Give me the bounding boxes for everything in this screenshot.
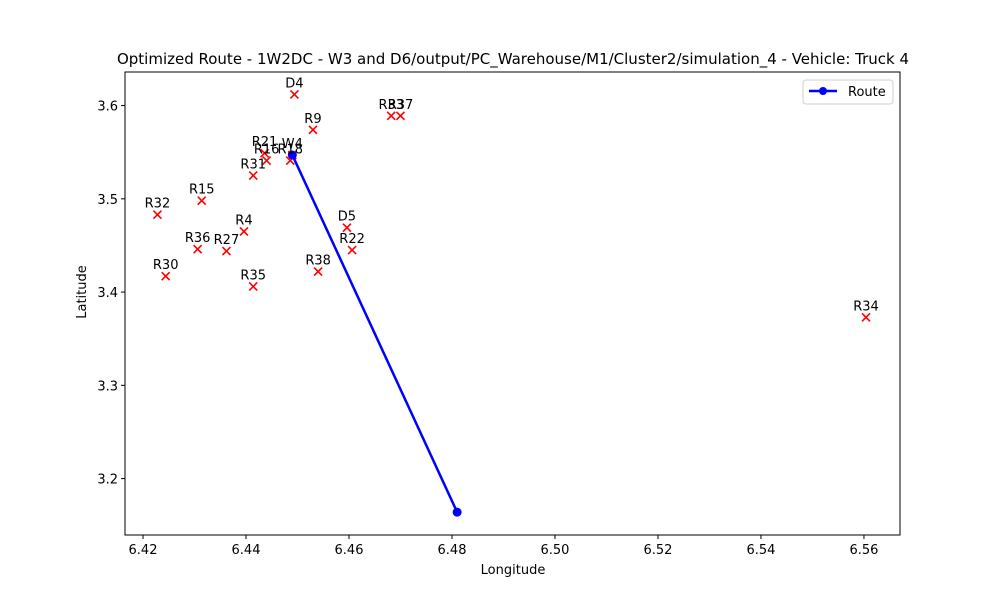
location-marker-d4 (289, 89, 299, 99)
y-tick-label: 3.5 (97, 193, 118, 208)
marker-stroke (262, 156, 272, 166)
x-axis-ticks: 6.42 6.44 6.46 6.48 6.50 6.52 6.54 6.56 (129, 535, 878, 558)
location-marker-r22 (347, 245, 357, 255)
marker-stroke (313, 266, 323, 277)
location-label-r30: R30 (153, 258, 179, 273)
location-label-w4: W4 (282, 137, 303, 152)
location-label-r31: R31 (240, 158, 266, 173)
location-label-d5: D5 (338, 210, 356, 225)
location-markers (152, 89, 871, 322)
x-axis-label: Longitude (481, 563, 546, 578)
location-marker-r16 (262, 156, 272, 166)
location-marker-r15 (197, 196, 207, 206)
location-marker-r34 (861, 312, 871, 322)
legend-route-marker (819, 87, 827, 95)
marker-stroke (248, 170, 258, 181)
x-tick-label: 6.48 (438, 543, 467, 558)
x-tick-label: 6.54 (746, 543, 775, 558)
location-label-r18: R18 (278, 143, 304, 158)
y-tick-label: 3.3 (97, 379, 118, 394)
route-line (291, 154, 459, 513)
location-marker-r36 (193, 244, 203, 254)
location-marker-d5 (342, 223, 352, 233)
location-marker-r33 (386, 111, 396, 121)
y-tick-label: 3.6 (97, 100, 118, 115)
location-label-r36: R36 (185, 231, 211, 246)
marker-stroke (308, 125, 318, 135)
marker-stroke (861, 312, 871, 322)
location-label-r33: R33 (378, 98, 404, 113)
x-tick-label: 6.42 (129, 543, 158, 558)
y-tick-label: 3.2 (97, 473, 118, 488)
route-line-group (287, 150, 462, 517)
marker-stroke (161, 271, 171, 281)
marker-stroke (152, 210, 163, 220)
x-tick-label: 6.50 (541, 543, 570, 558)
plot-area (124, 71, 901, 536)
location-marker-r38 (313, 266, 323, 277)
location-label-r37: R37 (388, 98, 414, 113)
route-point (452, 507, 462, 517)
location-label-r35: R35 (240, 268, 266, 283)
legend-route-label: Route (848, 85, 886, 100)
location-label-r32: R32 (145, 197, 171, 212)
x-tick-label: 6.52 (643, 543, 672, 558)
location-marker-r32 (152, 210, 163, 220)
location-marker-r31 (248, 170, 258, 181)
location-label-r16: R16 (254, 143, 280, 158)
marker-stroke (248, 281, 258, 292)
x-tick-label: 6.44 (232, 543, 261, 558)
axes-frame (124, 71, 901, 536)
marker-stroke (347, 245, 357, 255)
legend-box (802, 79, 894, 105)
location-marker-r21 (259, 148, 270, 158)
location-label-r4: R4 (235, 213, 252, 228)
marker-stroke (193, 244, 203, 254)
marker-stroke (259, 148, 270, 158)
location-label-r9: R9 (304, 112, 321, 127)
marker-stroke (386, 111, 396, 121)
chart-title: Optimized Route - 1W2DC - W3 and D6/outp… (117, 50, 909, 69)
location-label-r27: R27 (214, 233, 240, 248)
location-marker-r30 (161, 271, 171, 281)
location-label-r34: R34 (853, 299, 879, 314)
location-marker-r4 (239, 226, 249, 237)
location-label-r15: R15 (189, 183, 215, 198)
location-marker-r35 (248, 281, 258, 292)
route-point (287, 150, 297, 160)
location-label-r21: R21 (252, 135, 278, 150)
location-label-r22: R22 (339, 232, 365, 247)
y-axis-label: Latitude (75, 265, 90, 319)
location-marker-r27 (221, 246, 232, 256)
location-marker-r37 (395, 111, 406, 121)
marker-stroke (239, 226, 249, 237)
marker-stroke (221, 246, 232, 256)
marker-stroke (395, 111, 406, 121)
y-tick-label: 3.4 (97, 286, 118, 301)
location-label-r38: R38 (305, 254, 331, 269)
location-label-d4: D4 (285, 76, 303, 91)
marker-stroke (197, 196, 207, 206)
marker-stroke (289, 89, 299, 99)
x-tick-label: 6.46 (335, 543, 364, 558)
x-tick-label: 6.56 (849, 543, 878, 558)
legend: Route (802, 79, 894, 105)
location-marker-r9 (308, 125, 318, 135)
marker-stroke (342, 223, 352, 233)
y-axis-ticks: 3.2 3.3 3.4 3.5 3.6 (97, 100, 125, 488)
